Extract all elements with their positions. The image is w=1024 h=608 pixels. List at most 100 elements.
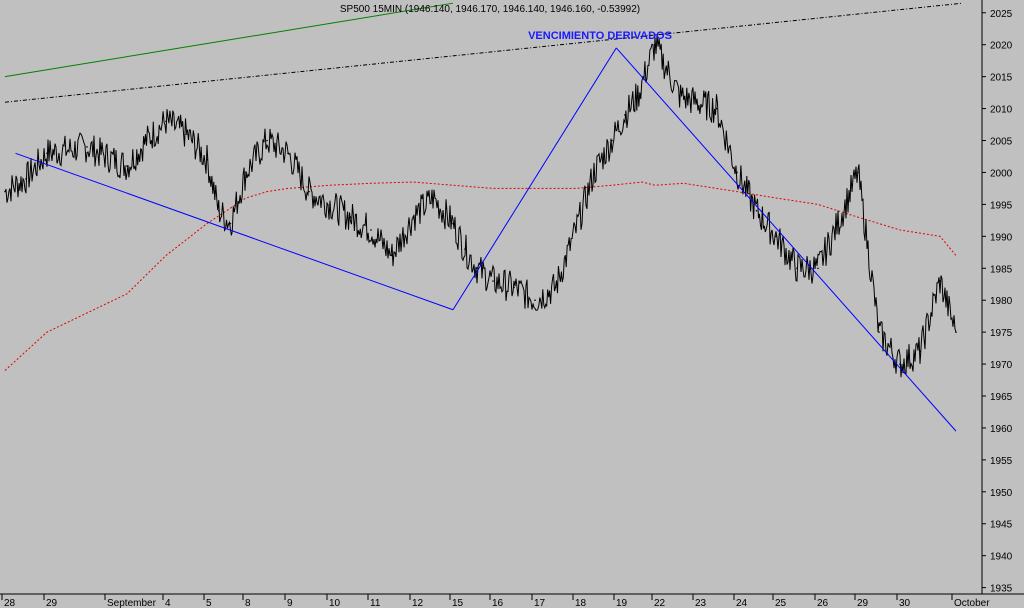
- price-point: [624, 114, 626, 116]
- price-point: [666, 69, 669, 72]
- y-tick-label: 1995: [990, 200, 1013, 211]
- price-point: [370, 229, 372, 231]
- price-point: [4, 190, 6, 193]
- price-point: [955, 331, 957, 333]
- channel-line-upper: [4, 2, 454, 78]
- y-tick-label: 1965: [990, 392, 1013, 403]
- trend-lines-layer: [15, 47, 957, 432]
- price-point: [513, 286, 515, 289]
- y-tick-label: 1945: [990, 520, 1013, 531]
- price-point: [817, 267, 819, 270]
- price-point: [899, 363, 901, 365]
- axes-layer: [0, 0, 1024, 595]
- price-point: [206, 158, 208, 161]
- price-point: [695, 101, 697, 103]
- trend-line-1: [15, 152, 454, 311]
- price-point: [287, 152, 289, 155]
- trend-line-3: [615, 47, 957, 432]
- price-point: [534, 299, 536, 301]
- x-tick-label: 24: [736, 598, 748, 608]
- price-point: [217, 209, 220, 212]
- x-tick-label: 23: [695, 598, 707, 608]
- x-tick-labels: 28 29 September 4 5 8 9 10 11 12 15 16 17 18 19 22 23 24 2…: [1, 594, 990, 608]
- price-point: [554, 286, 557, 289]
- price-point: [245, 171, 247, 174]
- price-point: [611, 139, 613, 142]
- price-point: [715, 107, 718, 110]
- y-tick-label: 1940: [990, 552, 1013, 563]
- price-point: [857, 171, 859, 174]
- price-point: [736, 171, 738, 174]
- moving-average-layer: [4, 181, 957, 371]
- y-tick-label: 2015: [990, 73, 1013, 84]
- price-point: [86, 146, 88, 148]
- price-point: [452, 222, 454, 225]
- x-tick-label: 8: [245, 598, 251, 608]
- channel-lines-layer: [4, 2, 963, 103]
- y-tick-label: 2005: [990, 137, 1013, 148]
- price-point: [775, 235, 777, 238]
- x-tick-label: 19: [616, 598, 628, 608]
- x-tick-label: 9: [287, 598, 293, 608]
- price-point: [492, 280, 494, 282]
- y-tick-label: 1950: [990, 488, 1013, 499]
- x-tick-label: 29: [46, 598, 58, 608]
- y-tick-labels: 1935 1940 1945 1950 1955 1960 1965 1970 1975 1980…: [982, 9, 1013, 595]
- price-point: [349, 216, 352, 218]
- price-point: [165, 120, 167, 123]
- price-point: [593, 171, 595, 174]
- x-tick-label: September: [107, 598, 157, 608]
- price-point: [796, 267, 798, 270]
- price-point: [476, 267, 478, 270]
- x-tick-label: 10: [329, 598, 341, 608]
- price-point: [391, 254, 393, 257]
- x-tick-label: 30: [899, 598, 911, 608]
- x-tick-label: 12: [412, 598, 424, 608]
- price-point: [25, 178, 27, 180]
- price-point: [229, 222, 232, 225]
- moving-average-line: [4, 181, 957, 371]
- y-tick-label: 1985: [990, 264, 1013, 275]
- price-point: [432, 197, 434, 199]
- y-tick-label: 2020: [990, 41, 1013, 52]
- trend-line-2: [452, 47, 617, 311]
- y-tick-label: 1960: [990, 424, 1013, 435]
- price-point: [939, 280, 941, 282]
- price-point: [755, 209, 758, 212]
- y-tick-label: 1935: [990, 584, 1013, 595]
- price-point: [637, 95, 639, 97]
- price-point: [919, 350, 921, 353]
- price-point: [654, 43, 656, 46]
- price-point: [412, 216, 414, 218]
- y-tick-label: 2000: [990, 168, 1013, 179]
- channel-line-dashed: [4, 2, 963, 103]
- x-tick-label: 22: [654, 598, 666, 608]
- x-tick-label: 11: [370, 598, 381, 608]
- price-point: [145, 139, 148, 142]
- x-tick-label: 5: [206, 598, 212, 608]
- price-line: [4, 35, 957, 378]
- x-tick-label: 16: [492, 598, 504, 608]
- price-point: [464, 248, 466, 250]
- y-tick-label: 1955: [990, 456, 1013, 467]
- x-tick-label: 29: [857, 598, 869, 608]
- x-tick-label: 28: [4, 598, 16, 608]
- x-tick-label: 25: [775, 598, 787, 608]
- y-tick-label: 1975: [990, 328, 1013, 339]
- price-point: [126, 165, 128, 167]
- price-point: [185, 133, 188, 135]
- x-tick-label: 18: [575, 598, 587, 608]
- y-tick-label: 1970: [990, 360, 1013, 371]
- x-tick-label: 4: [165, 598, 171, 608]
- price-series-layer: [4, 35, 957, 378]
- price-point: [837, 222, 839, 225]
- price-point: [266, 139, 268, 142]
- chart-title: SP500 15MIN (1946.140, 1946.170, 1946.14…: [340, 4, 640, 15]
- y-tick-label: 1980: [990, 296, 1013, 307]
- y-tick-label: 2025: [990, 9, 1013, 20]
- y-tick-label: 2010: [990, 105, 1013, 116]
- price-point: [678, 95, 681, 97]
- price-point: [308, 190, 310, 193]
